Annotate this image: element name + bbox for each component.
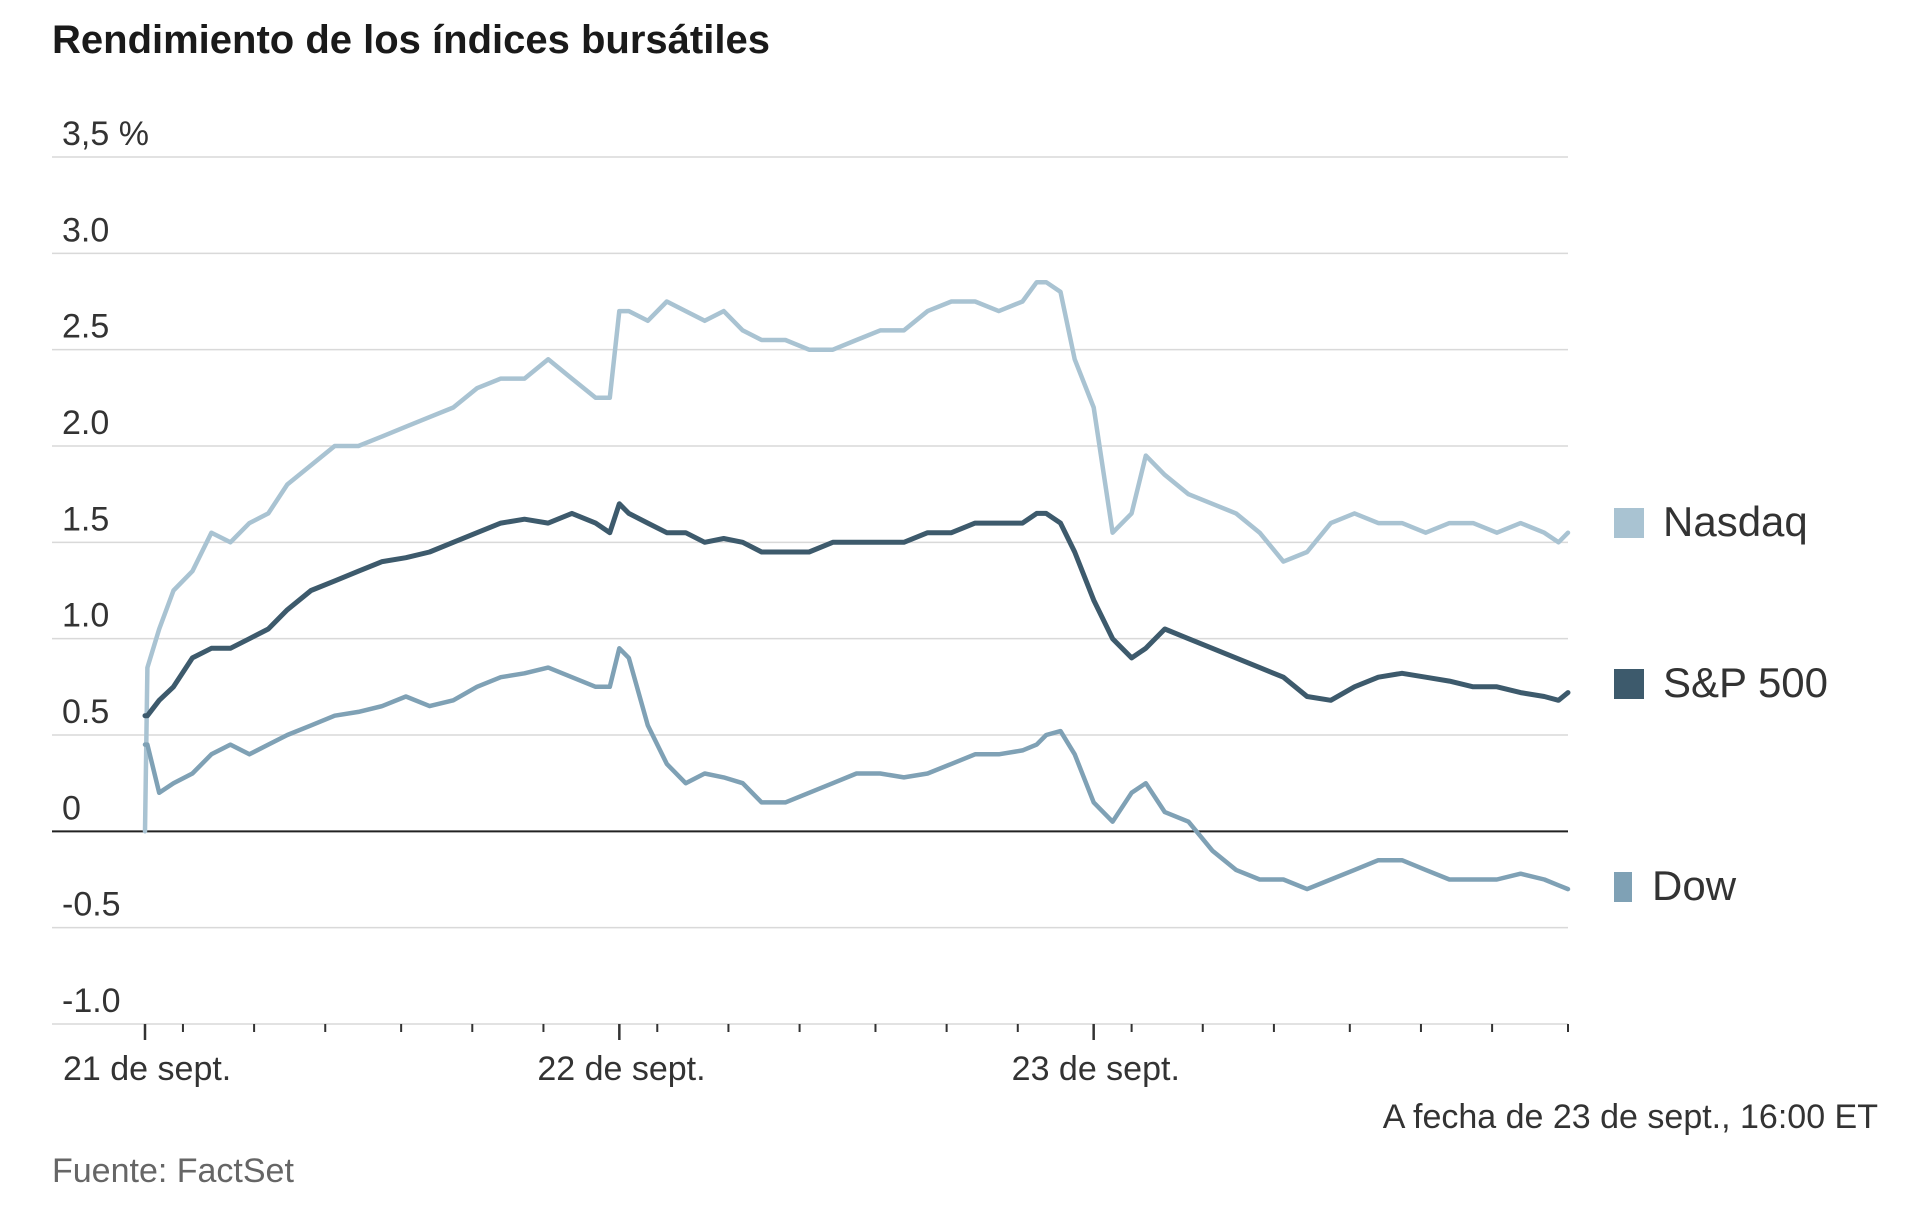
- series-line-s-p-500: [142, 501, 1571, 719]
- legend-swatch-nasdaq: [1614, 508, 1644, 538]
- grid-layer: [52, 156, 1568, 1025]
- x-tick-label: 21 de sept.: [63, 1050, 231, 1088]
- series-layer: [142, 279, 1571, 892]
- y-tick-label: 1.0: [62, 597, 109, 635]
- legend-label-s-p-500: S&P 500: [1663, 659, 1828, 706]
- legend-label-dow: Dow: [1652, 862, 1737, 909]
- legend-label-nasdaq: Nasdaq: [1663, 498, 1808, 545]
- y-tick-label: 1.5: [62, 500, 109, 538]
- y-tick-label: 2.0: [62, 404, 109, 442]
- y-tick-label: 0: [62, 789, 81, 827]
- x-tick-label: 23 de sept.: [1012, 1050, 1180, 1088]
- legend-swatch-dow: [1614, 872, 1632, 902]
- x-tick-label: 22 de sept.: [537, 1050, 705, 1088]
- series-line-nasdaq: [142, 279, 1571, 834]
- y-tick-label: 3,5 %: [62, 115, 149, 153]
- timestamp-note: A fecha de 23 de sept., 16:00 ET: [1382, 1098, 1878, 1136]
- chart-title: Rendimiento de los índices bursátiles: [52, 18, 770, 62]
- y-tick-label: 3.0: [62, 211, 109, 249]
- legend-swatch-s-p-500: [1614, 669, 1644, 699]
- series-line-dow: [142, 646, 1571, 892]
- y-tick-label: -0.5: [62, 886, 121, 924]
- source-note: Fuente: FactSet: [52, 1152, 294, 1190]
- axis-layer: 3,5 % 3.0 2.5 2.0 1.5 1.0 0.5 0 -0.5 -1.0 21 de se…: [62, 115, 1569, 1088]
- y-tick-label: 0.5: [62, 693, 109, 731]
- legend-layer: Nasdaq S&P 500 Dow: [1614, 498, 1828, 909]
- y-tick-label: -1.0: [62, 982, 121, 1020]
- y-tick-label: 2.5: [62, 308, 109, 346]
